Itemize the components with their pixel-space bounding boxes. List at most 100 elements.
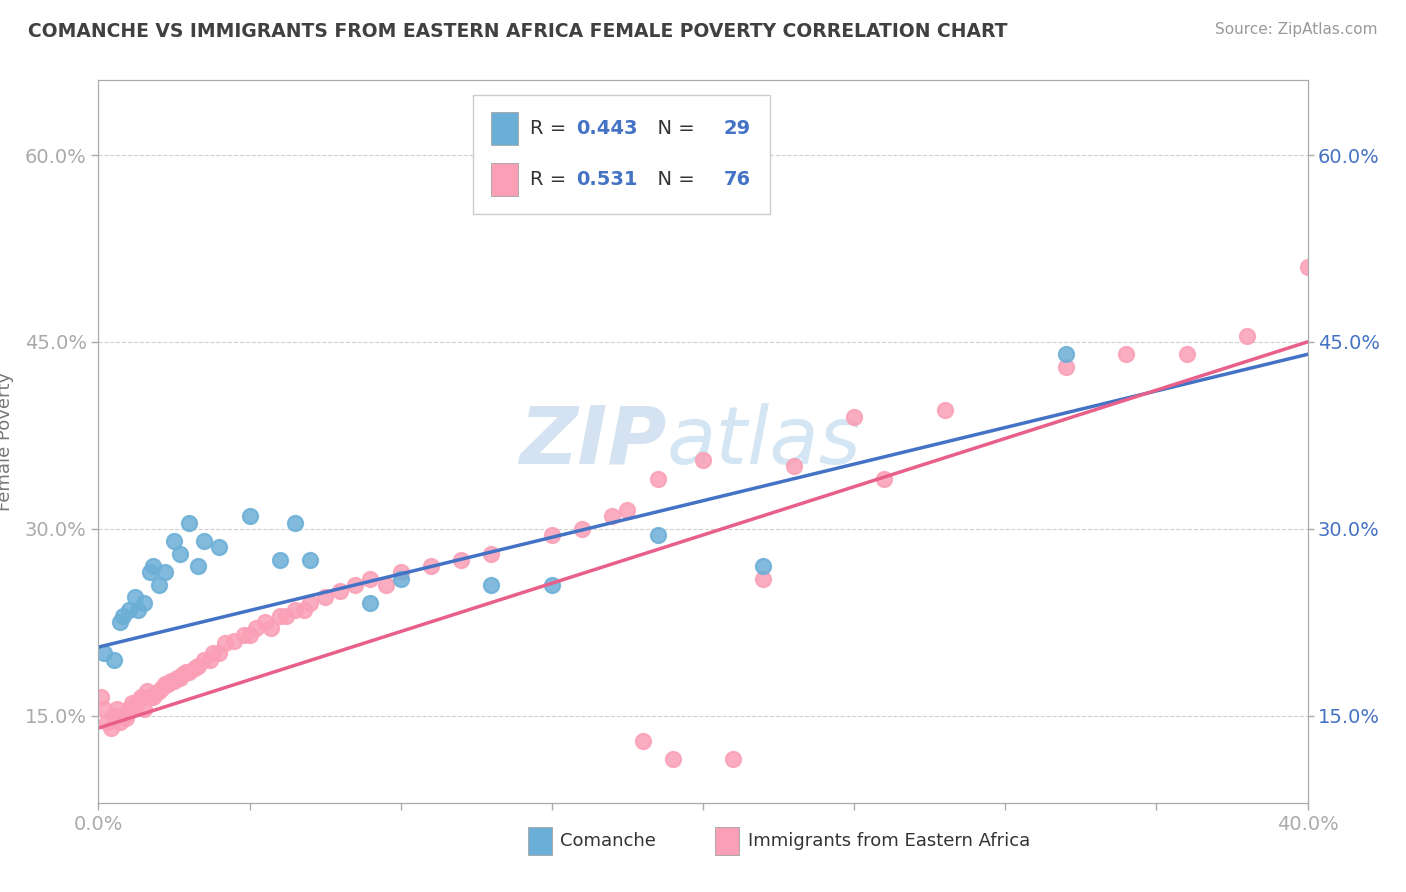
Point: [540, 528, 562, 542]
Point: [150, 681, 173, 696]
Point: [647, 472, 669, 486]
Text: 29: 29: [724, 120, 751, 138]
Point: [139, 566, 162, 580]
Point: [239, 627, 262, 641]
Point: [153, 566, 176, 580]
Point: [169, 671, 191, 685]
Point: [299, 553, 322, 567]
Point: [93, 646, 115, 660]
Point: [174, 665, 197, 679]
Point: [103, 652, 125, 666]
FancyBboxPatch shape: [492, 112, 517, 145]
Point: [344, 578, 367, 592]
Point: [1115, 347, 1137, 361]
Point: [100, 721, 122, 735]
Point: [647, 528, 669, 542]
Text: R =: R =: [530, 120, 572, 138]
Point: [163, 534, 186, 549]
Point: [121, 696, 143, 710]
Point: [450, 553, 472, 567]
Point: [692, 453, 714, 467]
Point: [232, 627, 254, 641]
Point: [260, 621, 283, 635]
Point: [752, 572, 775, 586]
Point: [420, 559, 443, 574]
Point: [208, 541, 231, 555]
Point: [166, 671, 188, 685]
Point: [389, 566, 412, 580]
Point: [844, 409, 866, 424]
Point: [239, 509, 262, 524]
Point: [1054, 359, 1077, 374]
Point: [1236, 328, 1258, 343]
Point: [118, 603, 141, 617]
Point: [124, 698, 146, 713]
Point: [142, 690, 165, 704]
Text: ZIP: ZIP: [519, 402, 666, 481]
Point: [1296, 260, 1319, 274]
Point: [214, 636, 236, 650]
FancyBboxPatch shape: [492, 163, 517, 195]
Point: [135, 683, 157, 698]
Point: [169, 547, 191, 561]
Point: [179, 665, 201, 679]
Point: [602, 509, 624, 524]
Point: [108, 714, 131, 729]
Point: [118, 702, 141, 716]
Point: [127, 603, 149, 617]
Point: [193, 652, 215, 666]
Point: [96, 714, 118, 729]
Point: [193, 534, 215, 549]
Point: [179, 516, 201, 530]
Point: [269, 553, 291, 567]
Point: [253, 615, 276, 630]
Point: [111, 609, 134, 624]
Point: [124, 591, 146, 605]
Point: [329, 584, 352, 599]
Point: [132, 597, 155, 611]
Point: [723, 752, 745, 766]
Point: [360, 572, 382, 586]
FancyBboxPatch shape: [474, 95, 769, 214]
Point: [187, 559, 209, 574]
Point: [661, 752, 683, 766]
FancyBboxPatch shape: [716, 828, 740, 855]
Point: [274, 609, 297, 624]
Text: R =: R =: [530, 169, 579, 189]
Point: [360, 597, 382, 611]
Point: [142, 559, 165, 574]
Point: [148, 683, 170, 698]
Text: 0.443: 0.443: [576, 120, 637, 138]
Point: [873, 472, 896, 486]
Point: [202, 646, 225, 660]
Point: [481, 547, 503, 561]
Point: [139, 690, 162, 704]
Text: 0.531: 0.531: [576, 169, 637, 189]
Point: [145, 686, 167, 700]
Point: [783, 459, 806, 474]
Point: [172, 667, 194, 681]
Point: [224, 633, 246, 648]
Text: Immigrants from Eastern Africa: Immigrants from Eastern Africa: [748, 832, 1031, 850]
Text: COMANCHE VS IMMIGRANTS FROM EASTERN AFRICA FEMALE POVERTY CORRELATION CHART: COMANCHE VS IMMIGRANTS FROM EASTERN AFRI…: [28, 22, 1008, 41]
Point: [160, 673, 183, 688]
Point: [148, 578, 170, 592]
Point: [1054, 347, 1077, 361]
Text: Source: ZipAtlas.com: Source: ZipAtlas.com: [1215, 22, 1378, 37]
Point: [299, 597, 322, 611]
Point: [93, 702, 115, 716]
Point: [481, 578, 503, 592]
Point: [284, 603, 307, 617]
Point: [389, 572, 412, 586]
Point: [108, 615, 131, 630]
Point: [184, 661, 207, 675]
Point: [631, 733, 654, 747]
Point: [571, 522, 593, 536]
Text: 76: 76: [724, 169, 751, 189]
Point: [90, 690, 112, 704]
Point: [540, 578, 562, 592]
Point: [187, 658, 209, 673]
Point: [752, 559, 775, 574]
Point: [200, 652, 222, 666]
Point: [114, 711, 136, 725]
